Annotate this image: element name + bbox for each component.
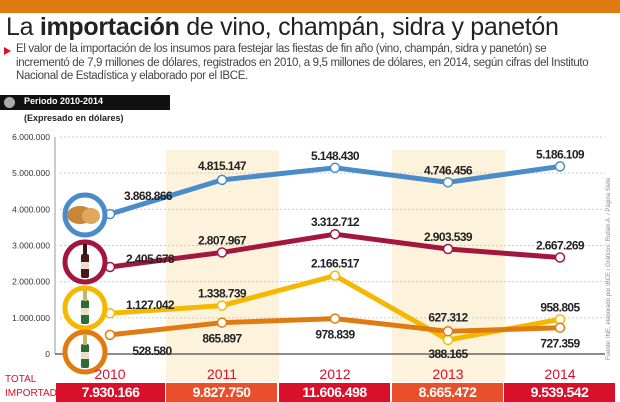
champagne-bottle-icon-neck [83, 334, 87, 345]
data-label: 3.868.866 [124, 189, 173, 203]
description: El valor de la importación de los insumo… [16, 43, 589, 82]
data-point [442, 334, 454, 346]
data-point [554, 252, 566, 263]
data-point [329, 228, 341, 240]
y-tick-label: 5.000.000 [12, 168, 50, 178]
data-label: 727.359 [540, 337, 580, 351]
total-value: 9.539.542 [504, 383, 615, 402]
data-label: 958.805 [540, 300, 580, 314]
data-label: 5.186.109 [536, 147, 585, 161]
champagne-bottle-icon-label [81, 352, 89, 359]
unit-label: (Expresado en dólares) [24, 113, 124, 123]
y-tick-label: 0 [45, 349, 50, 359]
data-point [554, 161, 566, 172]
total-value: 8.665.472 [392, 383, 503, 402]
data-point [216, 317, 228, 328]
x-tick-label: 2011 [206, 366, 238, 382]
data-point [442, 326, 454, 337]
x-tick-label: 2014 [544, 366, 576, 382]
y-tick-label: 3.000.000 [12, 241, 50, 251]
wine-bottle-icon-neck [83, 244, 87, 255]
data-point [216, 300, 228, 311]
data-point [442, 177, 454, 188]
data-label: 627.312 [428, 310, 468, 324]
panettone-icon-slice [82, 208, 100, 224]
x-tick-label: 2012 [319, 366, 351, 382]
cider-bottle-icon-neck [83, 290, 87, 301]
y-tick-label: 4.000.000 [12, 204, 50, 214]
data-point [329, 313, 341, 324]
x-tick-label: 2013 [432, 366, 464, 382]
page-title: La importación de vino, champán, sidra y… [6, 13, 559, 41]
data-label: 2.166.517 [311, 257, 360, 271]
x-tick-label: 2010 [94, 366, 126, 382]
data-label: 1.127.042 [126, 298, 175, 312]
data-label: 2.903.539 [424, 230, 473, 244]
bullet-arrow-icon [4, 47, 11, 55]
data-label: 1.338.739 [198, 287, 247, 301]
data-label: 4.746.456 [424, 163, 473, 177]
y-tick-label: 1.000.000 [12, 313, 50, 323]
cider-bottle-icon-label [81, 308, 89, 315]
data-point [554, 322, 566, 333]
data-point [329, 162, 341, 174]
data-label: 2.807.967 [198, 233, 247, 247]
data-label: 2.405.678 [126, 252, 175, 266]
data-label: 388.165 [428, 347, 468, 361]
circle-icon [4, 97, 15, 108]
total-label-2: IMPORTADO [5, 388, 65, 399]
total-value: 7.930.166 [56, 383, 165, 402]
data-label: 4.815.147 [198, 159, 247, 173]
y-tick-label: 2.000.000 [12, 277, 50, 287]
total-value: 11.606.498 [279, 383, 390, 402]
y-tick-label: 6.000.000 [12, 132, 50, 142]
total-label: TOTAL [5, 374, 37, 385]
data-label: 2.667.269 [536, 239, 585, 253]
data-point [329, 270, 341, 281]
source-note: Fuente: INE, elaborado por IBCE / Gráfic… [606, 177, 612, 360]
period-label: Periodo 2010-2014 [24, 96, 104, 106]
top-accent-bar [0, 0, 620, 13]
data-point [442, 243, 454, 255]
data-point [216, 247, 228, 258]
total-value: 9.827.750 [166, 383, 277, 402]
data-label: 865.897 [202, 332, 242, 346]
data-point [216, 174, 228, 186]
data-label: 978.839 [315, 328, 355, 342]
data-label: 528.580 [132, 344, 172, 358]
data-label: 5.148.430 [311, 149, 360, 163]
data-point [104, 329, 116, 341]
period-banner: Periodo 2010-2014 [0, 95, 170, 110]
wine-bottle-icon-label [81, 262, 89, 269]
data-label: 3.312.712 [311, 215, 360, 229]
